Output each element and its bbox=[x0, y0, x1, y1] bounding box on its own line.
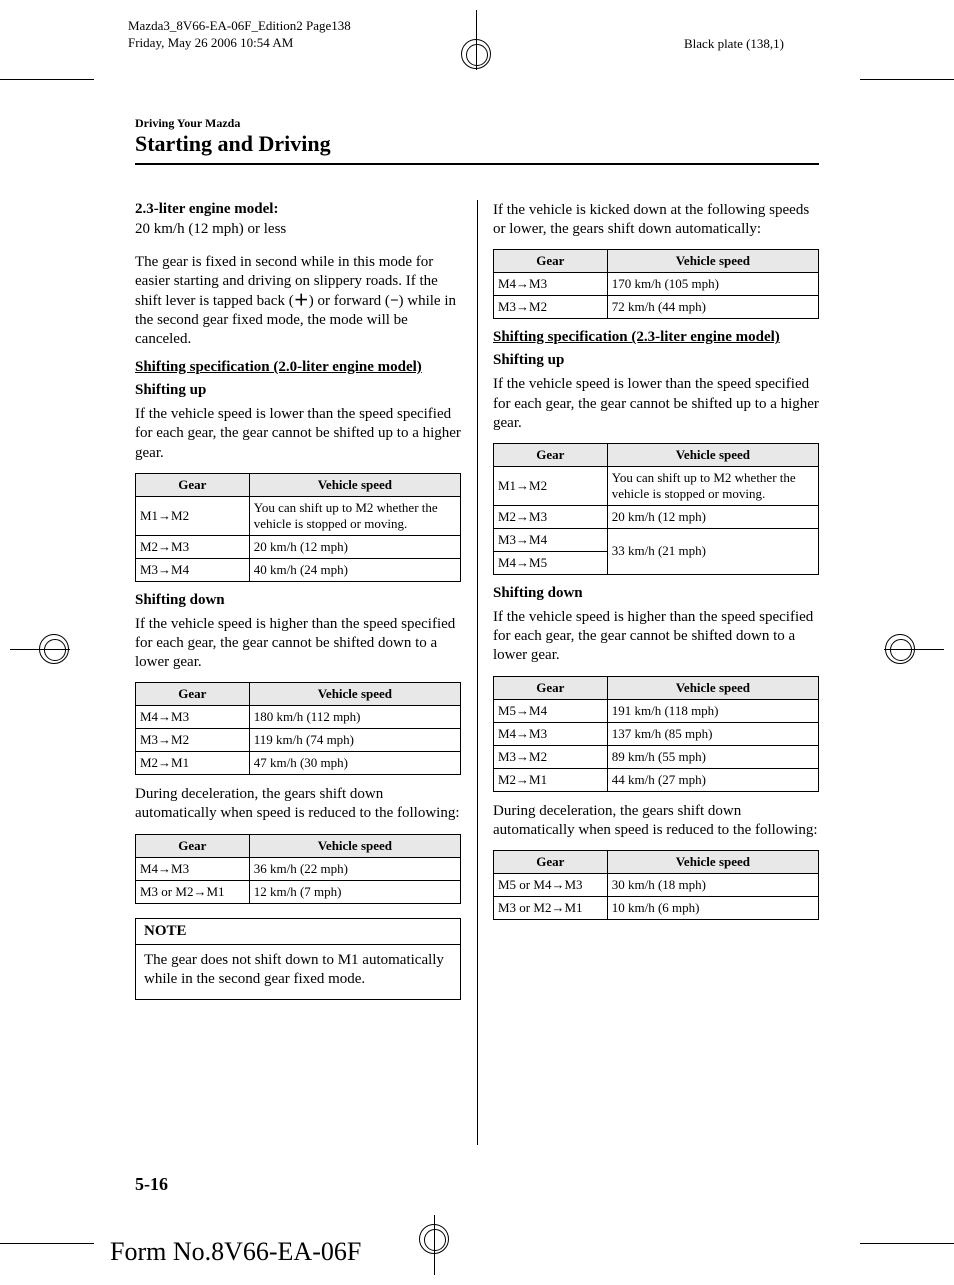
doc-header-meta: Mazda3_8V66-EA-06F_Edition2 Page138 Frid… bbox=[128, 18, 351, 52]
table-row: M4→M3180 km/h (112 mph) bbox=[136, 706, 461, 729]
table-row: M4→M3170 km/h (105 mph) bbox=[494, 273, 819, 296]
table-row: M1→M2You can shift up to M2 whether the … bbox=[494, 466, 819, 505]
table-row: M2→M144 km/h (27 mph) bbox=[494, 768, 819, 791]
col-gear: Gear bbox=[494, 250, 608, 273]
decel-para: During deceleration, the gears shift dow… bbox=[135, 785, 461, 823]
col-speed: Vehicle speed bbox=[249, 834, 460, 857]
page-number: 5-16 bbox=[135, 1174, 168, 1195]
table-row: M5→M4191 km/h (118 mph) bbox=[494, 699, 819, 722]
page-content: Driving Your Mazda Starting and Driving … bbox=[135, 116, 819, 1195]
col-speed: Vehicle speed bbox=[607, 850, 818, 873]
meta-line1: Mazda3_8V66-EA-06F_Edition2 Page138 bbox=[128, 18, 351, 35]
minus-icon: − bbox=[390, 294, 399, 309]
col-gear: Gear bbox=[494, 676, 608, 699]
col-speed: Vehicle speed bbox=[249, 683, 460, 706]
shift-down-para: If the vehicle speed is higher than the … bbox=[135, 615, 461, 673]
table-row: M2→M320 km/h (12 mph) bbox=[494, 505, 819, 528]
table-kick: Gear Vehicle speed M4→M3170 km/h (105 mp… bbox=[493, 249, 819, 319]
note-title: NOTE bbox=[136, 919, 460, 945]
col-speed: Vehicle speed bbox=[607, 676, 818, 699]
table-header-row: Gear Vehicle speed bbox=[494, 850, 819, 873]
table-row: M4→M3137 km/h (85 mph) bbox=[494, 722, 819, 745]
table-row: M3→M2119 km/h (74 mph) bbox=[136, 729, 461, 752]
col-gear: Gear bbox=[494, 443, 608, 466]
note-box: NOTE The gear does not shift down to M1 … bbox=[135, 918, 461, 1000]
engine-sub: 20 km/h (12 mph) or less bbox=[135, 220, 461, 239]
chapter-small: Driving Your Mazda bbox=[135, 116, 819, 131]
col-gear: Gear bbox=[494, 850, 608, 873]
shift-down-para-23: If the vehicle speed is higher than the … bbox=[493, 608, 819, 666]
table-header-row: Gear Vehicle speed bbox=[136, 473, 461, 496]
table-row: M5 or M4→M330 km/h (18 mph) bbox=[494, 873, 819, 896]
shift-up-para: If the vehicle speed is lower than the s… bbox=[135, 405, 461, 463]
table-row: M3→M440 km/h (24 mph) bbox=[136, 558, 461, 581]
right-column: If the vehicle is kicked down at the fol… bbox=[477, 201, 819, 1000]
table-20-shift-up: Gear Vehicle speed M1→M2You can shift up… bbox=[135, 473, 461, 582]
chapter-big: Starting and Driving bbox=[135, 131, 819, 157]
table-row: M3→M272 km/h (44 mph) bbox=[494, 296, 819, 319]
shift-up-heading-23: Shifting up bbox=[493, 352, 819, 369]
shift-down-heading-23: Shifting down bbox=[493, 585, 819, 602]
table-23-shift-down: Gear Vehicle speed M5→M4191 km/h (118 mp… bbox=[493, 676, 819, 792]
crop-hline-bottom-left bbox=[0, 1243, 94, 1244]
left-column: 2.3-liter engine model: 20 km/h (12 mph)… bbox=[135, 201, 477, 1000]
table-header-row: Gear Vehicle speed bbox=[494, 250, 819, 273]
col-speed: Vehicle speed bbox=[249, 473, 460, 496]
column-divider bbox=[477, 200, 478, 1145]
spec20-heading: Shifting specification (2.0-liter engine… bbox=[135, 359, 461, 376]
table-row: M3→M289 km/h (55 mph) bbox=[494, 745, 819, 768]
table-row: M2→M320 km/h (12 mph) bbox=[136, 535, 461, 558]
shift-up-para-23: If the vehicle speed is lower than the s… bbox=[493, 375, 819, 433]
table-row: M4→M336 km/h (22 mph) bbox=[136, 857, 461, 880]
spec23-heading: Shifting specification (2.3-liter engine… bbox=[493, 329, 819, 346]
col-gear: Gear bbox=[136, 834, 250, 857]
table-header-row: Gear Vehicle speed bbox=[494, 676, 819, 699]
chapter-rule bbox=[135, 163, 819, 165]
crop-mark-right bbox=[884, 625, 944, 675]
meta-line2: Friday, May 26 2006 10:54 AM bbox=[128, 35, 351, 52]
engine-heading-23: 2.3-liter engine model: bbox=[135, 201, 461, 218]
table-row: M2→M147 km/h (30 mph) bbox=[136, 752, 461, 775]
table-23-shift-up: Gear Vehicle speed M1→M2You can shift up… bbox=[493, 443, 819, 575]
chapter-header: Driving Your Mazda Starting and Driving bbox=[135, 116, 819, 157]
col-speed: Vehicle speed bbox=[607, 250, 818, 273]
table-23-decel: Gear Vehicle speed M5 or M4→M330 km/h (1… bbox=[493, 850, 819, 920]
col-gear: Gear bbox=[136, 683, 250, 706]
fixed-mode-para: The gear is fixed in second while in thi… bbox=[135, 253, 461, 349]
table-header-row: Gear Vehicle speed bbox=[136, 683, 461, 706]
shift-down-heading: Shifting down bbox=[135, 592, 461, 609]
table-row: M3→M433 km/h (21 mph) bbox=[494, 528, 819, 551]
shift-up-heading: Shifting up bbox=[135, 382, 461, 399]
table-20-shift-down: Gear Vehicle speed M4→M3180 km/h (112 mp… bbox=[135, 682, 461, 775]
crop-hline-bottom-right bbox=[860, 1243, 954, 1244]
crop-mark-left bbox=[10, 625, 70, 675]
black-plate-label: Black plate (138,1) bbox=[684, 36, 784, 52]
kick-para: If the vehicle is kicked down at the fol… bbox=[493, 201, 819, 239]
table-row: M3 or M2→M110 km/h (6 mph) bbox=[494, 896, 819, 919]
crop-mark-top bbox=[452, 10, 502, 70]
form-number: Form No.8V66-EA-06F bbox=[110, 1237, 361, 1267]
table-row: M1→M2You can shift up to M2 whether the … bbox=[136, 496, 461, 535]
table-row: M3 or M2→M112 km/h (7 mph) bbox=[136, 880, 461, 903]
table-header-row: Gear Vehicle speed bbox=[136, 834, 461, 857]
table-20-decel: Gear Vehicle speed M4→M336 km/h (22 mph)… bbox=[135, 834, 461, 904]
note-body: The gear does not shift down to M1 autom… bbox=[136, 945, 460, 999]
decel-para-23: During deceleration, the gears shift dow… bbox=[493, 802, 819, 840]
plus-icon: ＋ bbox=[294, 294, 309, 309]
crop-hline-top-right bbox=[860, 79, 954, 80]
crop-mark-bottom bbox=[410, 1215, 460, 1275]
col-gear: Gear bbox=[136, 473, 250, 496]
table-header-row: Gear Vehicle speed bbox=[494, 443, 819, 466]
col-speed: Vehicle speed bbox=[607, 443, 818, 466]
crop-hline-top-left bbox=[0, 79, 94, 80]
